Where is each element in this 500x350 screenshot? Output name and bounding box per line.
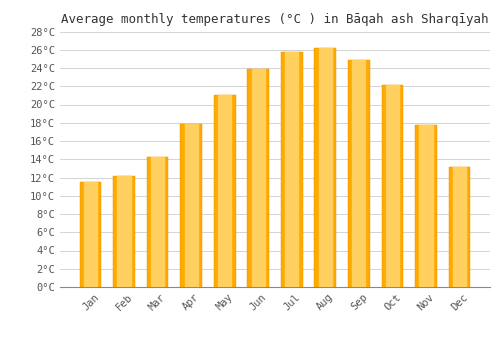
Bar bbox=[415, 126, 437, 287]
Bar bbox=[248, 69, 269, 287]
Bar bbox=[118, 176, 130, 287]
Bar bbox=[113, 176, 135, 287]
Bar bbox=[184, 124, 198, 287]
Bar bbox=[214, 95, 236, 287]
Bar bbox=[180, 124, 202, 287]
Bar bbox=[448, 167, 470, 287]
Bar bbox=[285, 51, 298, 287]
Bar bbox=[453, 167, 466, 287]
Bar bbox=[314, 48, 336, 287]
Bar bbox=[151, 156, 164, 287]
Bar bbox=[84, 182, 97, 287]
Bar bbox=[382, 85, 404, 287]
Bar bbox=[352, 60, 366, 287]
Bar bbox=[146, 156, 169, 287]
Bar bbox=[420, 126, 432, 287]
Bar bbox=[281, 51, 302, 287]
Bar bbox=[218, 95, 231, 287]
Bar bbox=[319, 48, 332, 287]
Bar bbox=[252, 69, 265, 287]
Title: Average monthly temperatures (°C ) in Bāqah ash Sharqīyah: Average monthly temperatures (°C ) in Bā… bbox=[61, 13, 489, 26]
Bar bbox=[386, 85, 399, 287]
Bar bbox=[80, 182, 102, 287]
Bar bbox=[348, 60, 370, 287]
